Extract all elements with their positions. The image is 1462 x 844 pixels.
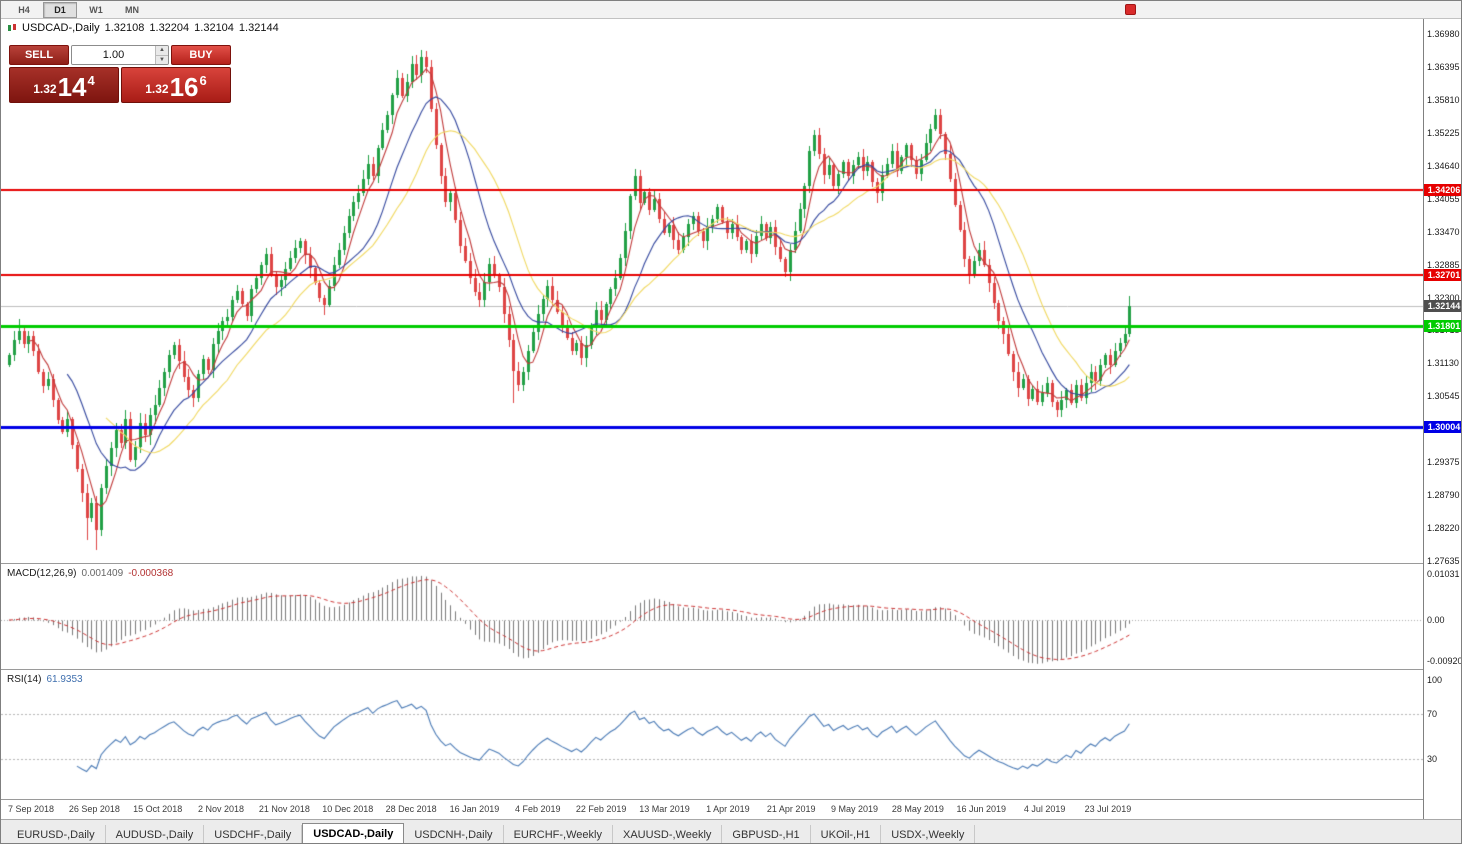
price-scale-label: 1.36980 [1427, 29, 1460, 39]
buy-button[interactable]: BUY [171, 45, 231, 65]
date-label: 26 Sep 2018 [68, 804, 120, 814]
chart-tab-usdcad-daily[interactable]: USDCAD-,Daily [302, 823, 405, 843]
price-axis[interactable]: 1.36980 1.36395 1.35810 1.35225 1.34640 1.340… [1423, 19, 1462, 819]
price-scale-label: 1.31130 [1427, 358, 1459, 369]
timeframe-w1-button[interactable]: W1 [89, 4, 103, 15]
bid-prefix: 1.32 [33, 82, 57, 96]
price-scale-label: 1.36395 [1427, 61, 1460, 72]
hline-price-badge: 1.30004 [1424, 420, 1461, 433]
chart-tab-usdx-weekly[interactable]: USDX-,Weekly [881, 825, 976, 843]
chart-tab-eurusd-daily[interactable]: EURUSD-,Daily [7, 825, 106, 843]
price-scale-label: 1.35810 [1427, 94, 1460, 105]
volume-input[interactable] [72, 46, 155, 64]
date-label: 10 Dec 2018 [322, 804, 374, 814]
volume-stepper: ▲ ▼ [71, 45, 169, 65]
date-label: 22 Feb 2019 [575, 804, 627, 814]
date-label: 2 Nov 2018 [198, 804, 245, 814]
volume-up-button[interactable]: ▲ [156, 46, 168, 56]
buy-price-button[interactable]: 1.32 16 6 [121, 67, 231, 103]
pane-separator [1, 669, 1461, 670]
rsi-scale-label: 70 [1427, 708, 1438, 719]
chart-region: USDCAD-,Daily 1.32108 1.32204 1.32104 1.… [1, 19, 1423, 819]
date-label: 4 Feb 2019 [515, 804, 561, 814]
price-scale-label: 1.27635 [1427, 556, 1460, 567]
macd-scale-label: -0.00920 [1427, 656, 1462, 666]
hline-price-badge: 1.31801 [1424, 319, 1461, 332]
bid-pipette: 4 [87, 73, 95, 88]
pane-separator [1, 563, 1461, 564]
date-label: 15 Oct 2018 [133, 804, 183, 814]
price-scale-label: 1.30545 [1427, 391, 1460, 402]
date-label: 16 Jun 2019 [956, 804, 1007, 814]
date-label: 21 Apr 2019 [766, 804, 816, 814]
timeframe-h4-button[interactable]: H4 [18, 4, 30, 15]
hline-price-badge: 1.32701 [1424, 268, 1461, 281]
chart-tab-gbpusd-h1[interactable]: GBPUSD-,H1 [722, 825, 811, 843]
sell-price-button[interactable]: 1.32 14 4 [9, 67, 119, 103]
chart-tab-bar: EURUSD-,Daily AUDUSD-,Daily USDCHF-,Daily U… [1, 819, 1461, 843]
chart-tab-xauusd-weekly[interactable]: XAUUSD-,Weekly [613, 825, 723, 843]
bid-big-digits: 14 [57, 72, 87, 102]
time-axis[interactable]: 7 Sep 2018 26 Sep 2018 15 Oct 2018 2 Nov 20… [1, 800, 1423, 819]
date-label: 1 Apr 2019 [706, 804, 750, 814]
macd-canvas[interactable] [1, 564, 1423, 669]
main-chart-canvas[interactable] [1, 19, 1423, 563]
price-scale-label: 1.29375 [1427, 457, 1460, 468]
chart-tab-audusd-daily[interactable]: AUDUSD-,Daily [106, 825, 205, 843]
chart-tab-usdcnh-daily[interactable]: USDCNH-,Daily [404, 825, 504, 843]
chart-tab-ukoil-h1[interactable]: UKOil-,H1 [811, 825, 882, 843]
sell-button[interactable]: SELL [9, 45, 69, 65]
date-label: 9 May 2019 [831, 804, 879, 814]
timeframe-button-group: H4 D1 W1 MN [7, 1, 149, 18]
date-label: 28 Dec 2018 [385, 804, 437, 814]
price-scale-label: 1.34055 [1427, 193, 1460, 204]
pane-separator [1, 799, 1461, 800]
price-scale-label: 1.32885 [1427, 259, 1460, 270]
toolbar-red-icon[interactable] [1125, 4, 1136, 15]
timeframe-toolbar: H4 D1 W1 MN [1, 1, 1461, 19]
price-scale-label: 1.28790 [1427, 490, 1460, 501]
ask-big-digits: 16 [169, 72, 199, 102]
timeframe-mn-button[interactable]: MN [125, 4, 139, 15]
ask-prefix: 1.32 [145, 82, 169, 96]
date-label: 7 Sep 2018 [7, 804, 55, 814]
hline-price-badge: 1.34206 [1424, 184, 1461, 197]
macd-scale-label: 0.00 [1427, 615, 1445, 625]
date-label: 28 May 2019 [891, 804, 944, 814]
date-label: 23 Jul 2019 [1084, 804, 1132, 814]
rsi-scale-label: 30 [1427, 754, 1438, 765]
macd-scale-label: 0.01031 [1427, 569, 1460, 579]
date-label: 13 Mar 2019 [639, 804, 690, 814]
price-scale-label: 1.33470 [1427, 226, 1460, 237]
timeframe-d1-button[interactable]: D1 [43, 1, 77, 18]
chart-tab-usdchf-daily[interactable]: USDCHF-,Daily [204, 825, 303, 843]
rsi-canvas[interactable] [1, 670, 1423, 799]
volume-spin-buttons: ▲ ▼ [155, 46, 168, 64]
current-price-badge: 1.32144 [1424, 300, 1461, 313]
price-scale-label: 1.34640 [1427, 160, 1460, 171]
chart-tab-eurchf-weekly[interactable]: EURCHF-,Weekly [504, 825, 613, 843]
date-label: 21 Nov 2018 [258, 804, 310, 814]
volume-down-button[interactable]: ▼ [156, 55, 168, 64]
price-scale-label: 1.32300 [1427, 292, 1460, 303]
ask-pipette: 6 [199, 73, 207, 88]
date-label: 4 Jul 2019 [1023, 804, 1066, 814]
date-label: 16 Jan 2019 [449, 804, 500, 814]
price-scale-label: 1.28220 [1427, 523, 1460, 534]
price-scale-label: 1.35225 [1427, 127, 1460, 138]
rsi-scale-label: 100 [1427, 675, 1443, 685]
